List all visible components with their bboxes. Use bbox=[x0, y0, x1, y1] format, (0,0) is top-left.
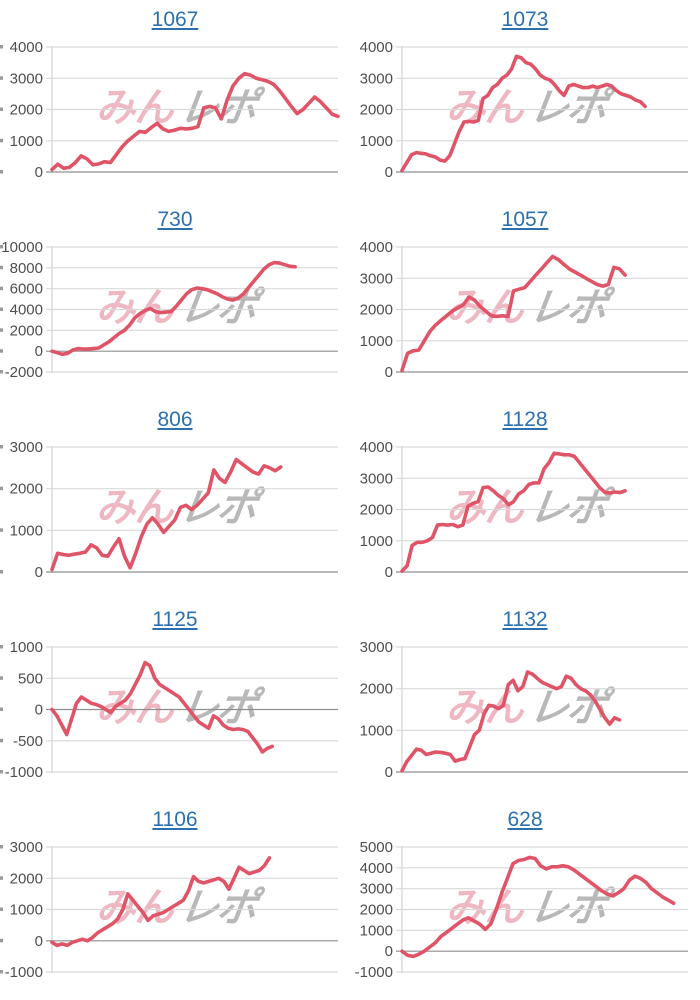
chart-title-link[interactable]: 730 bbox=[157, 208, 193, 231]
chart-title-link[interactable]: 1057 bbox=[501, 208, 549, 231]
chart-title-link[interactable]: 628 bbox=[507, 808, 543, 831]
svg-text:2000: 2000 bbox=[360, 902, 393, 919]
svg-text:3000: 3000 bbox=[360, 470, 393, 487]
svg-text:1000: 1000 bbox=[10, 902, 43, 919]
svg-text:0: 0 bbox=[35, 933, 43, 950]
chart-cell: みんレポ 0 1000 2000 3000 4000 1057 bbox=[350, 200, 700, 400]
svg-text:0: 0 bbox=[35, 343, 43, 360]
svg-text:3000: 3000 bbox=[10, 839, 43, 856]
svg-text:3000: 3000 bbox=[360, 270, 393, 287]
svg-text:0: 0 bbox=[35, 564, 43, 581]
svg-text:0: 0 bbox=[385, 364, 393, 381]
line-chart-canvas: 0 1000 2000 3000 bbox=[0, 439, 338, 581]
line-chart-canvas: -1000 0 1000 2000 3000 4000 5000 bbox=[355, 839, 688, 981]
chart-title-link[interactable]: 1132 bbox=[502, 608, 548, 631]
svg-text:1000: 1000 bbox=[10, 133, 43, 150]
chart-title-link[interactable]: 1125 bbox=[152, 608, 198, 631]
line-chart-canvas: 0 1000 2000 3000 4000 bbox=[0, 39, 340, 181]
chart-cell: みんレポ 0 1000 2000 3000 1132 bbox=[350, 600, 700, 800]
svg-text:3000: 3000 bbox=[360, 881, 393, 898]
chart-cell: みんレポ 0 1000 2000 3000 806 bbox=[0, 400, 350, 600]
svg-text:0: 0 bbox=[35, 164, 43, 181]
svg-text:1000: 1000 bbox=[10, 639, 43, 656]
svg-text:0: 0 bbox=[385, 564, 393, 581]
chart-cell: みんレポ -1000 0 1000 2000 3000 1106 bbox=[0, 800, 350, 1000]
chart-cell: みんレポ 0 1000 2000 3000 4000 1067 bbox=[0, 0, 350, 200]
line-chart-canvas: 0 1000 2000 3000 4000 bbox=[360, 39, 688, 181]
chart-title-link[interactable]: 1106 bbox=[152, 808, 198, 831]
chart-title-link[interactable]: 1128 bbox=[502, 408, 548, 431]
svg-text:4000: 4000 bbox=[360, 439, 393, 456]
svg-text:4000: 4000 bbox=[10, 302, 43, 319]
svg-text:0: 0 bbox=[385, 164, 393, 181]
chart-title-link[interactable]: 806 bbox=[157, 408, 193, 431]
svg-text:2000: 2000 bbox=[10, 322, 43, 339]
svg-text:1000: 1000 bbox=[360, 333, 393, 350]
svg-text:4000: 4000 bbox=[360, 860, 393, 877]
svg-text:2000: 2000 bbox=[360, 502, 393, 519]
svg-text:-2000: -2000 bbox=[5, 364, 43, 381]
line-chart-canvas: 0 1000 2000 3000 4000 bbox=[360, 439, 688, 581]
chart-cell: みんレポ -1000 -500 0 500 1000 1125 bbox=[0, 600, 350, 800]
svg-text:2000: 2000 bbox=[360, 681, 393, 698]
svg-text:-500: -500 bbox=[13, 733, 43, 750]
line-chart-canvas: -1000 -500 0 500 1000 bbox=[0, 639, 338, 781]
svg-text:4000: 4000 bbox=[10, 39, 43, 56]
chart-title-link[interactable]: 1073 bbox=[501, 8, 549, 31]
svg-text:1000: 1000 bbox=[360, 922, 393, 939]
chart-cell: みんレポ 0 1000 2000 3000 4000 1128 bbox=[350, 400, 700, 600]
svg-text:-1000: -1000 bbox=[5, 964, 43, 981]
chart-cell: みんレポ 0 1000 2000 3000 4000 1073 bbox=[350, 0, 700, 200]
svg-text:500: 500 bbox=[18, 670, 43, 687]
svg-text:4000: 4000 bbox=[360, 39, 393, 56]
svg-text:1000: 1000 bbox=[360, 722, 393, 739]
chart-cell: みんレポ -1000 0 1000 2000 3000 4000 5000 628 bbox=[350, 800, 700, 1000]
svg-text:6000: 6000 bbox=[10, 281, 43, 298]
svg-text:0: 0 bbox=[35, 702, 43, 719]
chart-title-link[interactable]: 1067 bbox=[151, 8, 199, 31]
svg-text:2000: 2000 bbox=[10, 870, 43, 887]
svg-text:8000: 8000 bbox=[10, 260, 43, 277]
svg-text:5000: 5000 bbox=[360, 839, 393, 856]
svg-text:1000: 1000 bbox=[360, 133, 393, 150]
line-chart-canvas: 0 1000 2000 3000 bbox=[360, 639, 688, 781]
svg-text:2000: 2000 bbox=[10, 481, 43, 498]
svg-text:3000: 3000 bbox=[360, 639, 393, 656]
svg-text:2000: 2000 bbox=[10, 102, 43, 119]
svg-text:2000: 2000 bbox=[360, 302, 393, 319]
svg-text:3000: 3000 bbox=[10, 70, 43, 87]
svg-text:-1000: -1000 bbox=[355, 964, 393, 981]
svg-text:10000: 10000 bbox=[1, 239, 43, 256]
svg-text:-1000: -1000 bbox=[5, 764, 43, 781]
svg-text:3000: 3000 bbox=[10, 439, 43, 456]
svg-text:1000: 1000 bbox=[10, 522, 43, 539]
svg-text:1000: 1000 bbox=[360, 533, 393, 550]
svg-text:4000: 4000 bbox=[360, 239, 393, 256]
svg-text:0: 0 bbox=[385, 764, 393, 781]
line-chart-canvas: -1000 0 1000 2000 3000 bbox=[0, 839, 338, 981]
line-chart-canvas: -2000 0 2000 4000 6000 8000 10000 bbox=[0, 239, 338, 381]
svg-text:2000: 2000 bbox=[360, 102, 393, 119]
chart-cell: みんレポ -2000 0 2000 4000 6000 8000 10000 730 bbox=[0, 200, 350, 400]
line-chart-canvas: 0 1000 2000 3000 4000 bbox=[360, 239, 688, 381]
svg-text:0: 0 bbox=[385, 943, 393, 960]
svg-text:3000: 3000 bbox=[360, 70, 393, 87]
